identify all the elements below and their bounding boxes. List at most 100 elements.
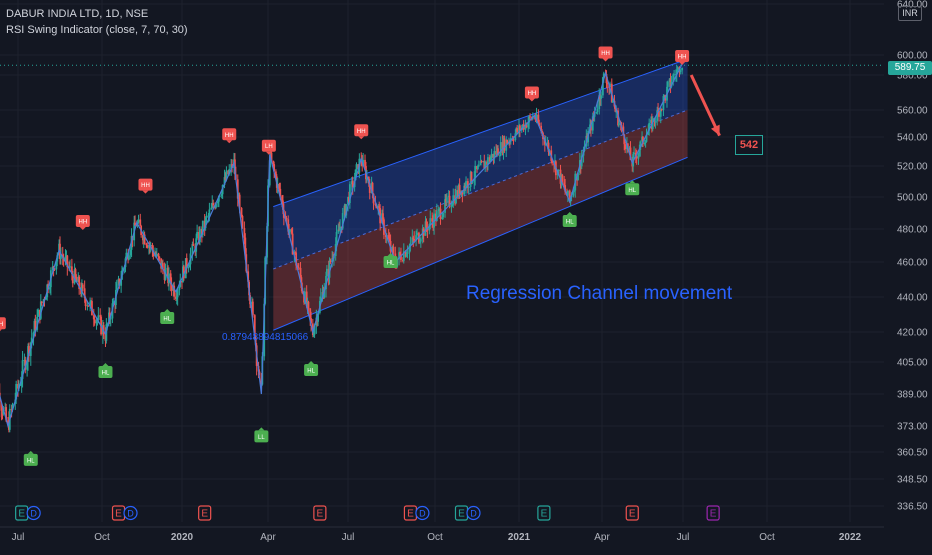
candle-body	[152, 250, 155, 257]
earnings-marker	[198, 505, 212, 521]
swing-marker-label: HL	[163, 317, 171, 323]
candle-body	[566, 190, 569, 196]
earnings-marker-label: E	[407, 509, 414, 520]
candle-body	[623, 134, 626, 145]
candle-body	[208, 209, 211, 216]
candle-body	[312, 334, 315, 336]
candle-body	[281, 196, 283, 201]
candle-body	[515, 128, 518, 134]
swing-marker-box	[304, 364, 319, 376]
swing-marker-pointer	[629, 180, 636, 184]
swing-high-marker[interactable]: HH	[354, 124, 369, 140]
candle-body	[92, 315, 95, 320]
candle-body	[285, 217, 288, 220]
candle-body	[217, 195, 220, 202]
candle-body	[45, 297, 48, 300]
candle-body	[540, 125, 543, 131]
price-axis-tick: 440.00	[897, 293, 928, 304]
swing-low-marker[interactable]: HL	[98, 363, 113, 378]
candle-body	[175, 297, 178, 299]
candle-body	[388, 238, 391, 241]
price-axis-tick: 460.00	[897, 258, 928, 269]
swing-low-marker[interactable]: LL	[254, 427, 269, 443]
swing-high-marker[interactable]: HH	[0, 317, 6, 332]
correlation-label: 0.87948894815066	[222, 332, 309, 343]
candle-body	[354, 169, 357, 181]
candle-body	[476, 166, 478, 170]
swing-high-marker[interactable]: HH	[138, 178, 153, 194]
swing-low-marker[interactable]: HL	[160, 309, 175, 324]
candle-body	[568, 190, 571, 202]
candle-body	[204, 217, 207, 228]
candle-body	[415, 235, 417, 241]
candle-body	[445, 199, 447, 202]
candle-body	[182, 266, 184, 283]
currency-badge[interactable]: INR	[898, 6, 922, 21]
swing-marker-pointer	[0, 329, 2, 332]
candle-body	[524, 123, 527, 130]
swing-marker-box	[98, 366, 113, 378]
candle-body	[240, 207, 243, 216]
swing-marker-box	[138, 178, 153, 191]
time-axis-tick: 2020	[171, 532, 194, 543]
earnings-marker-label: E	[18, 509, 25, 520]
candle-body	[69, 266, 71, 268]
swing-marker-label: HL	[628, 188, 636, 194]
swing-marker-box	[675, 50, 690, 62]
candle-body	[681, 67, 684, 71]
swing-marker-label: HH	[78, 220, 87, 226]
candle-body	[227, 170, 230, 175]
annotation-text[interactable]: Regression Channel movement	[466, 283, 733, 304]
candle-body	[482, 161, 485, 163]
candle-body	[629, 147, 632, 161]
candle-body	[372, 193, 375, 204]
swing-low-marker[interactable]: HL	[625, 180, 640, 196]
time-axis-tick: Oct	[427, 532, 443, 543]
candle-body	[441, 217, 444, 219]
swing-low-marker[interactable]: HL	[23, 450, 38, 466]
candle-body	[461, 190, 464, 195]
swing-low-marker[interactable]: HL	[562, 212, 577, 227]
swing-low-marker[interactable]: HL	[383, 253, 398, 268]
candle-body	[622, 126, 625, 135]
time-axis-tick: Oct	[759, 532, 775, 543]
candle-body	[196, 231, 199, 239]
candle-body	[287, 219, 290, 232]
swing-marker-pointer	[102, 363, 109, 366]
candle-body	[535, 114, 538, 120]
candle-body	[279, 188, 282, 197]
target-price-box[interactable]: 542	[735, 135, 763, 155]
candle-body	[40, 301, 43, 304]
candle-body	[381, 213, 383, 224]
swing-marker-box	[23, 453, 38, 466]
candle-body	[91, 301, 93, 316]
swing-high-marker[interactable]: LH	[261, 139, 276, 155]
swing-high-marker[interactable]: HH	[222, 128, 237, 144]
candle-body	[477, 165, 479, 170]
candle-body	[273, 164, 276, 172]
swing-low-marker[interactable]: HL	[304, 361, 319, 376]
candle-body	[551, 160, 554, 164]
swing-high-marker[interactable]: HH	[75, 215, 90, 230]
candle-body	[489, 157, 492, 162]
candle-body	[49, 287, 51, 290]
candle-body	[71, 274, 74, 284]
candle-body	[512, 139, 515, 141]
candle-body	[419, 239, 422, 242]
candle-body	[398, 252, 400, 260]
swing-high-marker[interactable]: HH	[524, 86, 539, 102]
candle-body	[75, 276, 78, 282]
swing-marker-pointer	[566, 212, 573, 215]
candle-body	[662, 96, 665, 110]
swing-marker-box	[625, 183, 640, 196]
candle-body	[83, 288, 86, 298]
earnings-marker-label: E	[541, 509, 548, 520]
indicator-legend[interactable]: RSI Swing Indicator (close, 7, 70, 30)	[6, 24, 188, 36]
swing-high-marker[interactable]: HH	[675, 50, 690, 65]
swing-high-marker[interactable]: HH	[598, 46, 613, 62]
candle-body	[293, 252, 296, 255]
candle-body	[384, 234, 387, 238]
candle-body	[572, 190, 575, 196]
